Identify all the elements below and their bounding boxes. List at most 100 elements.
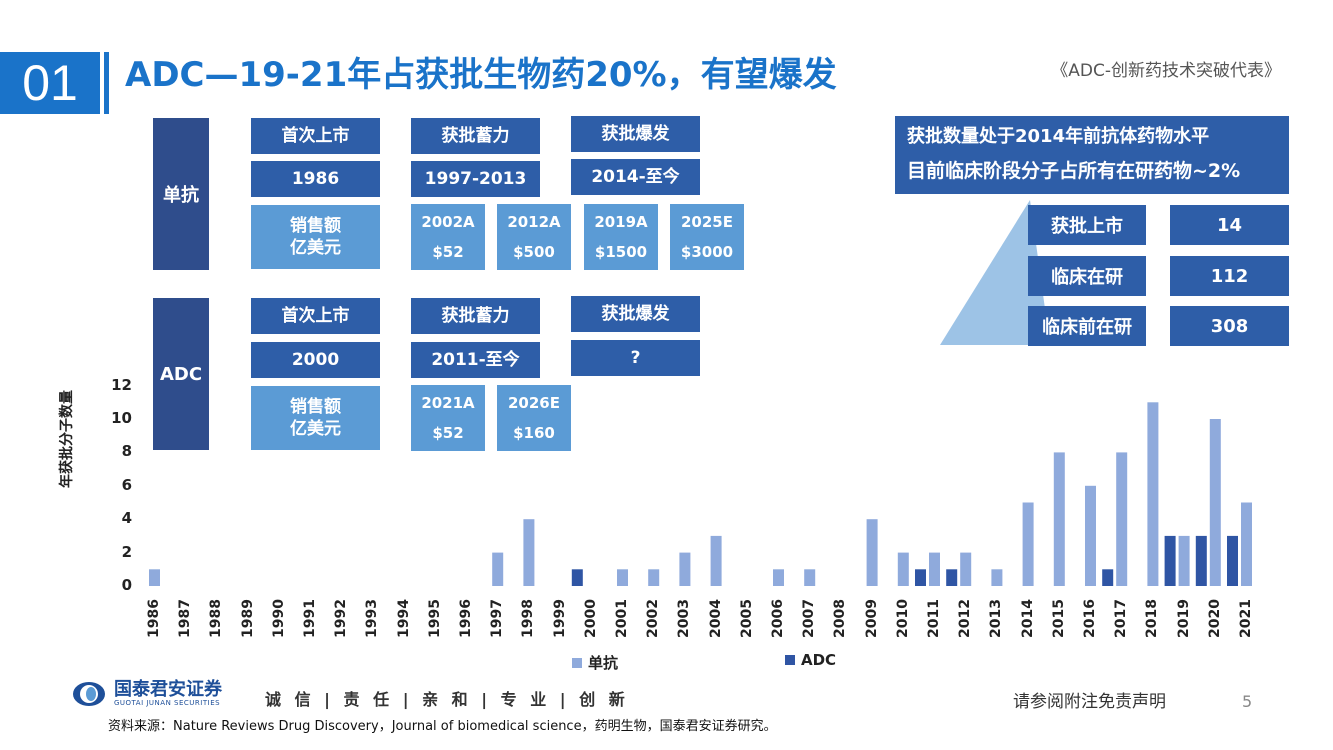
pyramid-label-preclinical: 临床前在研 — [1028, 306, 1146, 346]
bar-mab-1998 — [523, 519, 535, 586]
bar-mab-2003 — [679, 552, 691, 586]
mab-stage-burst: 获批爆发 — [571, 116, 700, 152]
mab-sales-label-line2: 亿美元 — [290, 238, 341, 258]
x-tick-label: 2015 — [1050, 599, 1067, 638]
legend-label-adc: ADC — [801, 651, 837, 669]
bar-adc-2000 — [571, 569, 583, 586]
bar-mab-2017 — [1116, 452, 1128, 586]
adc-period-first: 2000 — [251, 342, 380, 378]
sales-year: 2002A — [421, 213, 475, 231]
callout-line1: 获批数量处于2014年前抗体药物水平 — [907, 126, 1210, 147]
mab-sales-2019: 2019A $1500 — [584, 204, 658, 270]
mab-period-burst: 2014-至今 — [571, 159, 700, 195]
y-tick-label: 0 — [121, 576, 132, 594]
x-tick-label: 2019 — [1175, 599, 1192, 638]
x-tick-label: 1992 — [333, 599, 350, 638]
x-tick-label: 2008 — [832, 599, 849, 638]
sales-value: $52 — [432, 424, 464, 442]
x-tick-label: 1987 — [177, 599, 194, 638]
callout-box: 获批数量处于2014年前抗体药物水平 目前临床阶段分子占所有在研药物~2% — [895, 116, 1289, 194]
adc-stage-accumulate: 获批蓄力 — [411, 298, 540, 334]
x-tick-label: 1990 — [270, 599, 287, 638]
bar-mab-2019 — [1178, 535, 1190, 586]
x-tick-label: 1989 — [239, 599, 256, 638]
sales-year: 2025E — [681, 213, 733, 231]
bar-mab-2002 — [648, 569, 660, 586]
x-tick-label: 2009 — [863, 599, 880, 638]
legend-label-mab: 单抗 — [588, 654, 619, 672]
x-tick-label: 2021 — [1238, 599, 1254, 638]
pyramid-shape — [940, 200, 1050, 345]
pyramid-value-approved: 14 — [1170, 205, 1289, 245]
bar-mab-2016 — [1085, 485, 1096, 586]
x-tick-label: 1997 — [489, 599, 506, 638]
page-title: ADC—19-21年占获批生物药20%，有望爆发 — [125, 55, 837, 95]
legend-adc: ADC — [785, 651, 836, 669]
x-tick-label: 2007 — [801, 599, 818, 638]
company-slogan: 诚 信 | 责 任 | 亲 和 | 专 业 | 创 新 — [265, 690, 629, 709]
mab-stage-accumulate: 获批蓄力 — [411, 118, 540, 154]
x-tick-label: 1993 — [364, 599, 381, 638]
pyramid-label-clinical: 临床在研 — [1028, 256, 1146, 296]
disclaimer-link[interactable]: 请参阅附注免责声明 — [1013, 692, 1166, 712]
section-divider — [104, 52, 109, 114]
y-tick-label: 8 — [121, 442, 132, 461]
legend-mab: 单抗 — [572, 652, 618, 673]
bar-mab-2020 — [1209, 419, 1221, 586]
x-tick-label: 2011 — [926, 599, 942, 638]
x-tick-label: 1988 — [208, 599, 225, 638]
x-tick-label: 1986 — [146, 599, 162, 638]
section-number: 01 — [0, 52, 100, 114]
mab-sales-label: 销售额 亿美元 — [251, 205, 380, 269]
mab-stage-first: 首次上市 — [251, 118, 380, 154]
bar-mab-1986 — [149, 569, 160, 586]
bar-mab-2001 — [617, 569, 628, 586]
y-tick-label: 10 — [111, 409, 132, 427]
x-tick-label: 1995 — [426, 599, 443, 638]
sales-year: 2012A — [507, 213, 561, 231]
company-name: 国泰君安证券 — [114, 679, 222, 700]
bar-mab-2004 — [710, 535, 722, 586]
mab-sales-label-line1: 销售额 — [290, 216, 341, 236]
bar-adc-2020 — [1195, 535, 1207, 586]
bar-mab-2012 — [960, 552, 972, 586]
bar-mab-2018 — [1147, 402, 1159, 586]
adc-side-label: ADC — [153, 298, 209, 450]
sales-value: $500 — [513, 243, 555, 261]
x-tick-label: 2010 — [894, 599, 911, 638]
bar-mab-2015 — [1053, 452, 1065, 586]
x-tick-label: 2001 — [614, 599, 630, 638]
mab-period-accumulate: 1997-2013 — [411, 161, 540, 197]
x-tick-label: 2012 — [957, 599, 974, 638]
adc-sales-label-line1: 销售额 — [290, 397, 341, 417]
sales-year: 2026E — [508, 394, 560, 412]
bar-adc-2019 — [1164, 535, 1176, 586]
x-tick-label: 1994 — [395, 599, 412, 638]
x-tick-label: 2017 — [1113, 599, 1130, 638]
data-source: 资料来源：Nature Reviews Drug Discovery，Journ… — [108, 719, 777, 734]
adc-stage-burst: 获批爆发 — [571, 296, 700, 332]
pyramid-value-preclinical: 308 — [1170, 306, 1289, 346]
page-subtitle: 《ADC-创新药技术突破代表》 — [1051, 61, 1281, 81]
bar-mab-2021 — [1241, 502, 1252, 586]
bar-mab-2013 — [991, 569, 1003, 586]
x-tick-label: 2002 — [645, 599, 662, 638]
bar-adc-2011 — [915, 569, 926, 586]
x-tick-label: 2004 — [707, 599, 724, 638]
x-tick-label: 2014 — [1019, 599, 1036, 638]
x-tick-label: 2016 — [1082, 599, 1098, 638]
x-tick-label: 2006 — [770, 599, 786, 638]
legend-swatch-adc — [785, 655, 795, 665]
company-name-en: GUOTAI JUNAN SECURITIES — [114, 699, 221, 707]
x-tick-label: 1996 — [458, 599, 474, 638]
sales-value: $3000 — [680, 243, 734, 261]
adc-sales-2026: 2026E $160 — [497, 385, 571, 451]
sales-year: 2019A — [594, 213, 648, 231]
adc-sales-2021: 2021A $52 — [411, 385, 485, 451]
adc-period-accumulate: 2011-至今 — [411, 342, 540, 378]
x-tick-label: 1991 — [302, 599, 318, 638]
sales-year: 2021A — [421, 394, 475, 412]
x-tick-label: 2020 — [1206, 599, 1223, 638]
bar-mab-2009 — [866, 519, 878, 586]
